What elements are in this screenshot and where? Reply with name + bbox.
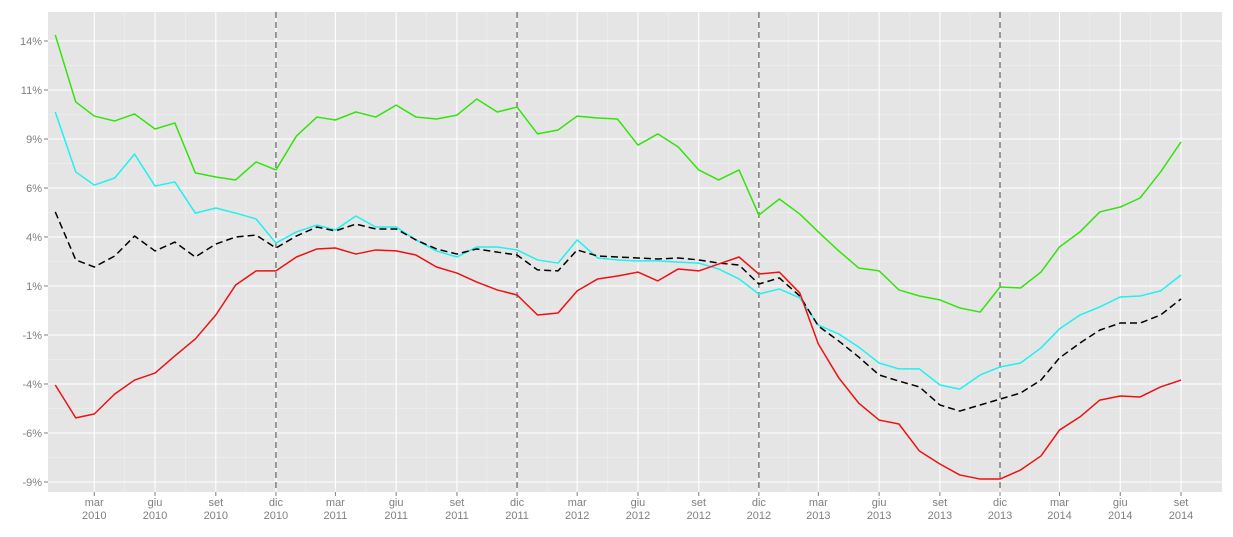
x-tick-label: dic 2013 [988,497,1012,522]
x-tick-label: mar 2011 [324,497,348,522]
series-line [54,34,1182,313]
y-tick-label: 4% [26,232,42,244]
x-tick-label: giu 2012 [626,497,650,522]
x-tick-label: dic 2012 [747,497,771,522]
x-tick-label: mar 2014 [1047,497,1071,522]
x-tick-label: set 2014 [1169,497,1193,522]
series-line [54,211,1182,412]
x-tick-label: set 2013 [928,497,952,522]
x-tick-label: mar 2012 [565,497,589,522]
y-tick-label: -6% [22,428,42,440]
y-tick-label: 6% [26,183,42,195]
y-tick-label: -1% [22,330,42,342]
y-tick-label: 14% [20,36,42,48]
x-tick-label: dic 2010 [264,497,288,522]
series-line [54,111,1182,390]
y-tick-label: -4% [22,379,42,391]
x-tick-label: giu 2014 [1108,497,1132,522]
x-tick-label: dic 2011 [505,497,529,522]
y-tick-label: 9% [26,134,42,146]
y-tick-label: -9% [22,477,42,489]
x-tick-label: mar 2010 [82,497,106,522]
y-tick-label: 1% [26,281,42,293]
x-tick-label: giu 2011 [384,497,408,522]
x-tick-label: set 2010 [204,497,228,522]
series-line [54,247,1182,480]
x-tick-label: set 2011 [445,497,469,522]
plot-panel [48,12,1222,492]
x-tick-label: giu 2013 [867,497,891,522]
x-tick-label: giu 2010 [143,497,167,522]
y-tick-label: 11% [21,85,42,97]
x-tick-label: set 2012 [687,497,711,522]
x-tick-label: mar 2013 [806,497,830,522]
